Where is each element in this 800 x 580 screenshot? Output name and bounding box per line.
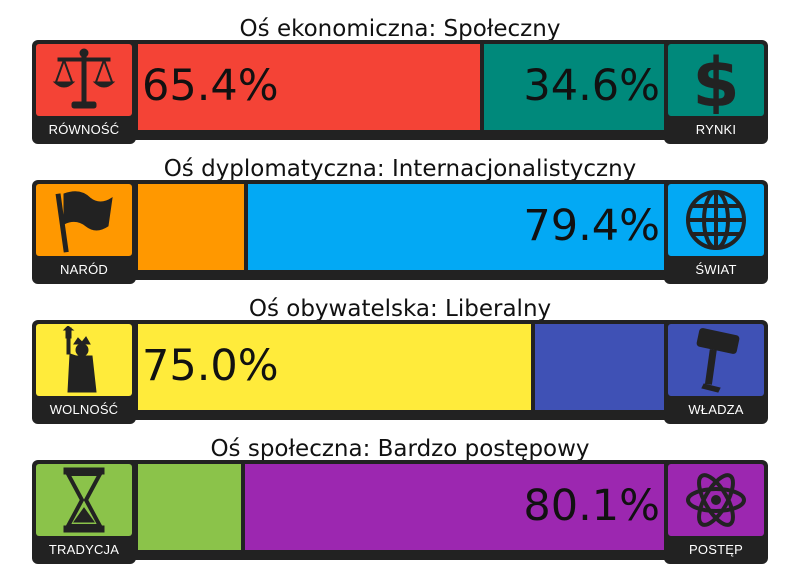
right-percent-label: 80.1% <box>523 481 660 531</box>
icon-box-right: ŚWIAT <box>664 180 768 284</box>
axis-title: Oś ekonomiczna: Społeczny <box>239 16 561 42</box>
icon-label: POSTĘP <box>689 542 743 557</box>
bar-divider <box>244 184 249 270</box>
icon-box-right: WŁADZA <box>664 320 768 424</box>
axis-title: Oś obywatelska: Liberalny <box>248 296 552 322</box>
bar-right <box>246 184 664 270</box>
bar-right <box>532 324 664 410</box>
scales-icon <box>52 48 116 109</box>
icon-label: NARÓD <box>60 262 108 277</box>
icon-label: ŚWIAT <box>695 262 737 277</box>
axis-civil: Oś obywatelska: Liberalny 75.0% <box>0 280 800 424</box>
right-percent-label: 34.6% <box>523 61 660 111</box>
icon-label: TRADYCJA <box>48 542 120 557</box>
svg-text:$: $ <box>692 46 739 114</box>
gavel-icon <box>696 328 740 393</box>
dollar-icon: $ <box>692 46 739 114</box>
icon-label: WOLNOŚĆ <box>49 402 119 417</box>
bar-left <box>138 324 533 410</box>
icon-box-left: TRADYCJA <box>32 460 136 564</box>
axis-title: Oś dyplomatyczna: Internacjonalistyczny <box>163 156 637 182</box>
right-percent-label: 79.4% <box>523 201 660 251</box>
axis-title: Oś społeczna: Bardzo postępowy <box>210 436 590 462</box>
bar-right <box>482 44 664 130</box>
icon-box-left: RÓWNOŚĆ <box>32 40 136 144</box>
axis-economic: Oś ekonomiczna: Społeczny 65.4% 34.6% <box>0 0 800 144</box>
icon-label: WŁADZA <box>688 402 744 417</box>
icon-box-right: POSTĘP <box>664 460 768 564</box>
bar-divider <box>530 324 535 410</box>
left-percent-label: 75.0% <box>142 341 279 391</box>
globe-icon <box>686 190 746 250</box>
bar-right <box>242 464 664 550</box>
hourglass-icon <box>63 467 105 533</box>
bar-left <box>138 184 247 270</box>
bar-divider <box>240 464 245 550</box>
icon-label: RÓWNOŚĆ <box>48 122 120 137</box>
bar-left <box>138 44 482 130</box>
axis-social: Oś społeczna: Bardzo postępowy 80.1% TRA… <box>0 420 800 564</box>
icon-box-left: WOLNOŚĆ <box>32 320 136 424</box>
icon-box-left: NARÓD <box>32 180 136 284</box>
axis-diplomatic: Oś dyplomatyczna: Internacjonalistyczny … <box>0 140 800 284</box>
icon-box-right: $ RYNKI <box>664 40 768 144</box>
bar-divider <box>480 44 484 130</box>
icon-label: RYNKI <box>695 122 737 137</box>
left-percent-label: 65.4% <box>142 61 279 111</box>
flag-icon <box>55 191 113 253</box>
liberty-icon <box>62 326 97 393</box>
atom-icon <box>686 473 746 527</box>
bar-left <box>138 464 243 550</box>
